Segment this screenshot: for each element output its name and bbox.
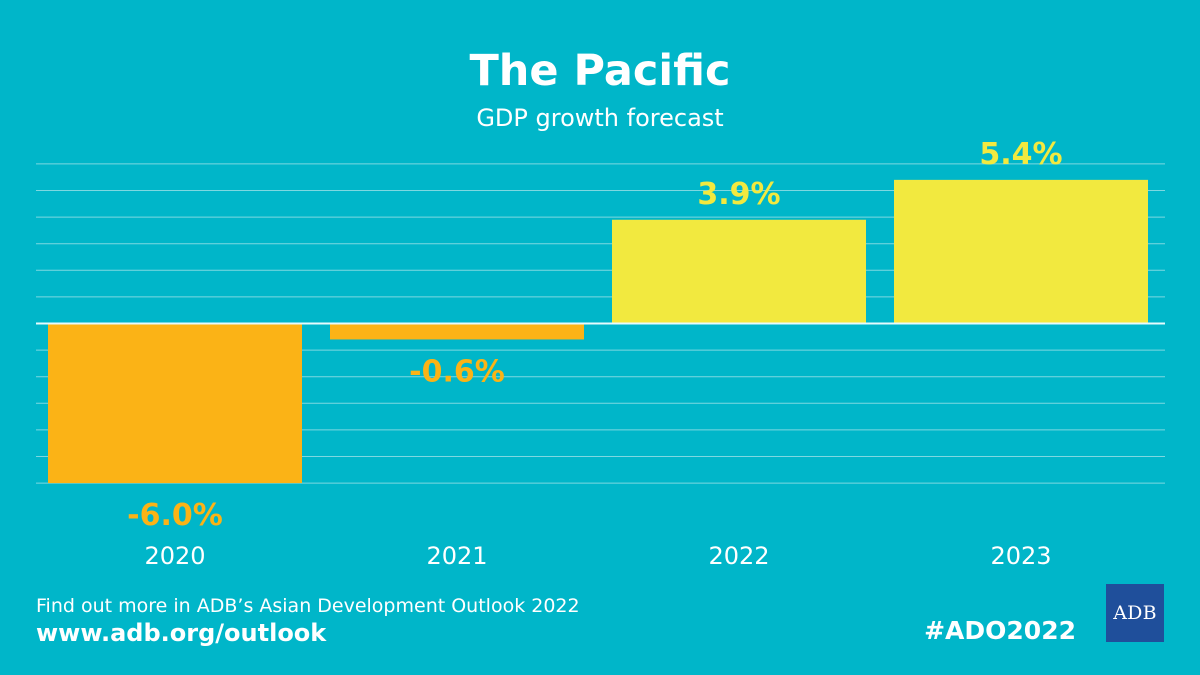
data-label-2020: -6.0% xyxy=(127,498,223,533)
x-tick-2021: 2021 xyxy=(426,542,487,570)
chart-title: The Pacific xyxy=(469,46,731,96)
bar-2022 xyxy=(612,219,866,324)
x-tick-2023: 2023 xyxy=(990,542,1051,570)
chart-subtitle: GDP growth forecast xyxy=(476,104,724,132)
hashtag-label: #ADO2022 xyxy=(924,616,1076,645)
data-label-2022: 3.9% xyxy=(697,177,780,212)
bar-2023 xyxy=(894,179,1148,324)
adb-logo: ADB xyxy=(1106,584,1164,642)
footer-url-link[interactable]: www.adb.org/outlook xyxy=(36,619,327,647)
data-label-2023: 5.4% xyxy=(979,137,1062,172)
x-tick-2020: 2020 xyxy=(144,542,205,570)
x-tick-2022: 2022 xyxy=(708,542,769,570)
footer-text: Find out more in ADB’s Asian Development… xyxy=(36,595,580,617)
data-label-2021: -0.6% xyxy=(409,354,505,389)
bar-2020 xyxy=(48,323,302,484)
bar-2021 xyxy=(330,323,584,340)
